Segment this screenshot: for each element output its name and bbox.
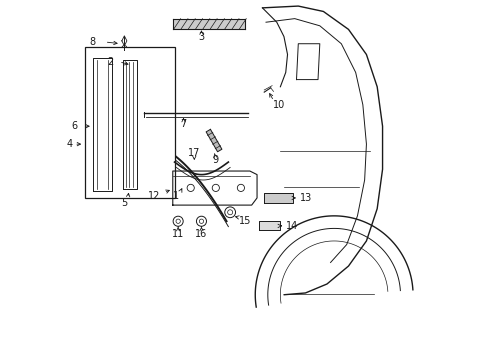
Text: 5: 5 bbox=[121, 198, 127, 208]
Polygon shape bbox=[172, 19, 244, 30]
Text: 9: 9 bbox=[212, 155, 219, 165]
Text: 1: 1 bbox=[173, 191, 179, 201]
Text: 12: 12 bbox=[147, 191, 160, 201]
Text: 11: 11 bbox=[172, 229, 184, 239]
Polygon shape bbox=[264, 193, 292, 203]
Text: 13: 13 bbox=[300, 193, 312, 203]
Text: 10: 10 bbox=[273, 100, 285, 110]
Text: 7: 7 bbox=[180, 120, 186, 129]
Text: 15: 15 bbox=[239, 216, 251, 226]
Text: 14: 14 bbox=[285, 221, 297, 231]
Polygon shape bbox=[258, 221, 280, 230]
Text: 8: 8 bbox=[89, 37, 96, 47]
Bar bbox=[85, 47, 174, 198]
Text: 4: 4 bbox=[67, 139, 73, 149]
Text: 2: 2 bbox=[107, 57, 113, 67]
Polygon shape bbox=[205, 129, 222, 152]
Text: 3: 3 bbox=[198, 32, 204, 41]
Text: 6: 6 bbox=[71, 121, 78, 131]
Text: 17: 17 bbox=[188, 148, 200, 158]
Text: 16: 16 bbox=[195, 229, 207, 239]
